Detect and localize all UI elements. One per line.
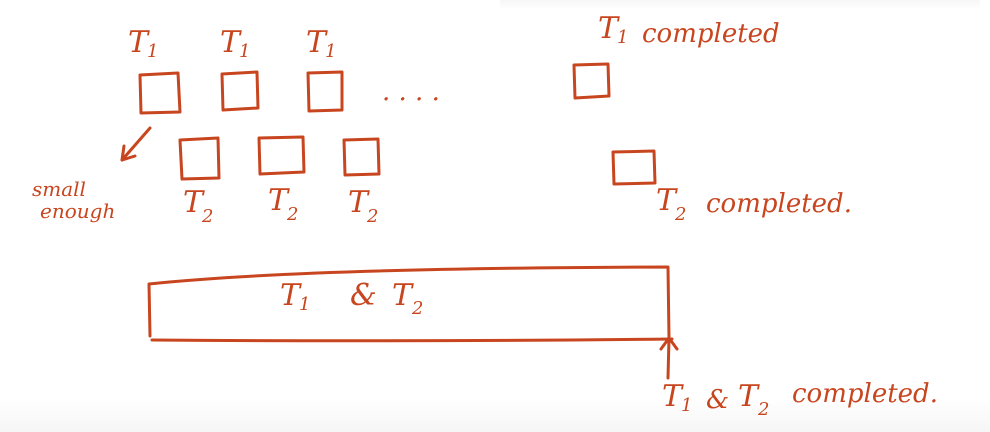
t1-label-2: T 1 [220,25,250,62]
t2-box-last [611,149,657,186]
t1-label-3: T 1 [306,25,336,62]
t1-label-1: T 1 [128,25,158,62]
svg-text:1: 1 [325,41,336,62]
svg-text:2: 2 [411,298,423,319]
svg-text:1: 1 [239,41,250,62]
svg-text:T: T [183,185,205,220]
svg-text:small: small [32,177,86,201]
svg-text:T: T [598,11,620,46]
combined-label: T 1 & T 2 [280,278,423,319]
svg-text:T: T [128,25,150,60]
svg-text:T: T [656,183,678,218]
combined-bracket [147,265,674,343]
svg-text:1: 1 [299,294,310,315]
t1-box-last [572,62,611,100]
svg-text:&: & [350,278,377,313]
t2-box-2 [257,135,306,176]
arrow-to-combined [659,336,679,380]
t2-completed-label: T 2 completed. [656,183,852,225]
t2-box-3 [342,137,381,177]
t2-label-3: T 2 [348,185,378,227]
t1-box-2 [220,70,260,112]
t1-completed-label: T 1 completed [598,11,780,49]
svg-text:2: 2 [366,206,378,227]
small-enough-note: small enough [32,177,115,223]
svg-text:1: 1 [147,41,158,62]
svg-text:T: T [268,183,290,218]
svg-text:1: 1 [681,395,692,416]
svg-text:T: T [348,185,370,220]
svg-text:&: & [706,385,729,415]
svg-text:T: T [280,278,302,313]
ellipsis-dots: . . . . [382,77,440,107]
svg-text:T: T [738,379,760,414]
arrow-to-small-enough [120,126,152,162]
t1-box-1 [138,71,182,115]
svg-text:T: T [662,379,684,414]
both-completed-label: T 1 & T 2 completed. [662,379,938,420]
svg-text:T: T [392,278,414,313]
t2-box-1 [178,136,221,181]
t1-box-3 [306,70,344,113]
svg-text:2: 2 [674,204,686,225]
svg-text:enough: enough [40,199,115,223]
svg-text:completed.: completed. [792,379,938,409]
t2-label-2: T 2 [268,183,298,225]
svg-text:completed: completed [642,19,780,49]
svg-text:T: T [220,25,242,60]
t2-label-1: T 2 [183,185,213,227]
faint-top-shading [500,0,980,10]
svg-text:2: 2 [757,399,769,420]
svg-text:2: 2 [286,204,298,225]
svg-text:1: 1 [617,27,628,48]
svg-text:completed.: completed. [706,189,852,219]
svg-text:2: 2 [201,206,213,227]
svg-text:T: T [306,25,328,60]
